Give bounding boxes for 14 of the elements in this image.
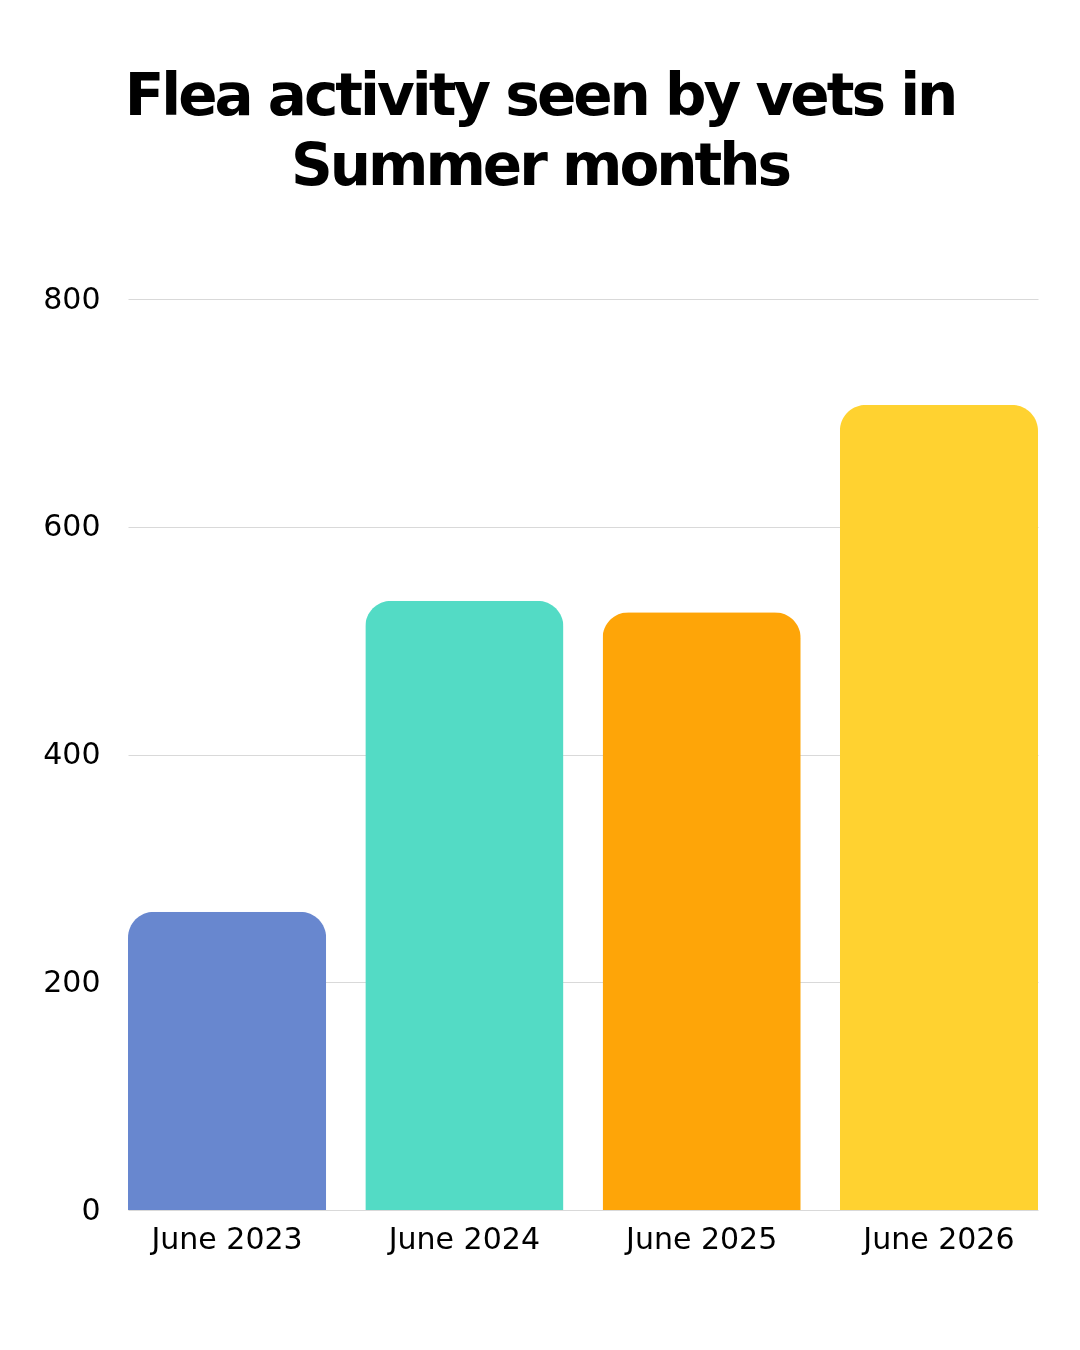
bar bbox=[128, 911, 327, 1210]
y-tick-label: 200 bbox=[43, 963, 101, 999]
x-tick-label: June 2024 bbox=[386, 1220, 540, 1256]
bar bbox=[602, 612, 801, 1210]
chart-title: Flea activity seen by vets in Summer months bbox=[123, 59, 957, 200]
bar bbox=[365, 600, 564, 1210]
y-tick-label: 400 bbox=[43, 736, 101, 771]
y-tick-label: 0 bbox=[81, 1191, 101, 1227]
x-tick-label: June 2025 bbox=[624, 1220, 778, 1256]
x-tick-label: June 2026 bbox=[861, 1220, 1015, 1256]
y-tick-label: 600 bbox=[43, 508, 101, 544]
x-tick-label: June 2023 bbox=[149, 1220, 303, 1256]
y-tick-label: 800 bbox=[43, 280, 101, 316]
bar bbox=[839, 404, 1038, 1210]
